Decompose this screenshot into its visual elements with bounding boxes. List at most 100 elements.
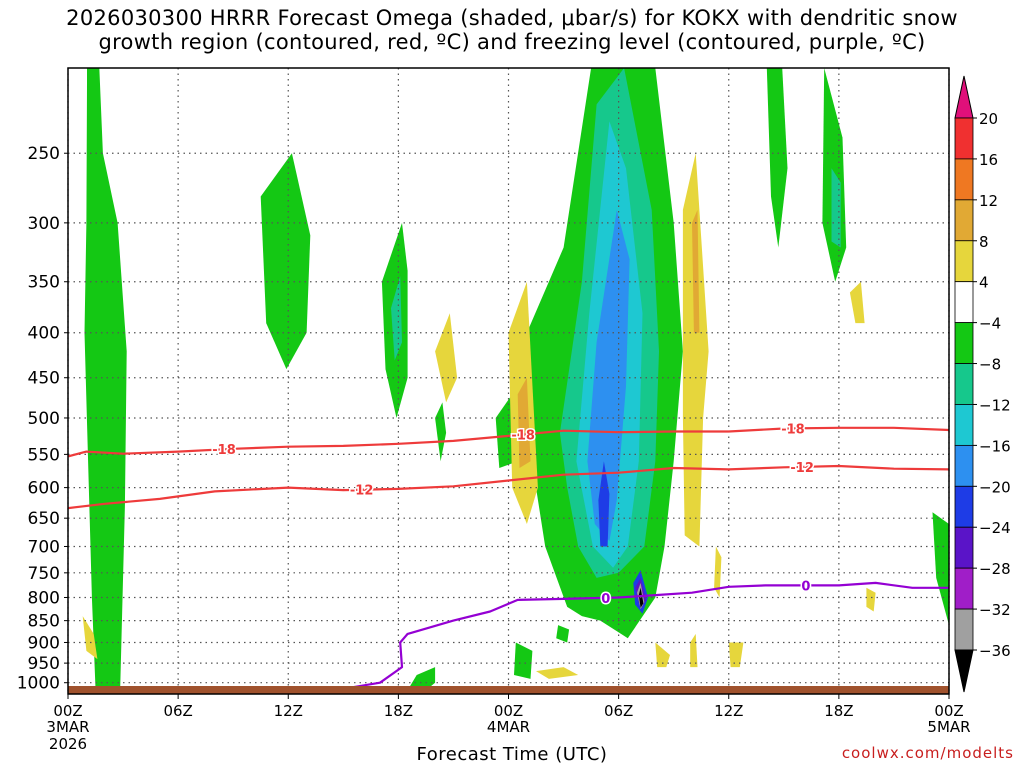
colorbar-band [954,608,974,651]
colorbar-band [954,526,974,569]
colorbar-band [954,322,974,364]
omega-region [714,546,722,598]
y-tick-label: 400 [28,324,60,344]
y-tick-label: 850 [28,612,60,632]
colorbar-label: −12 [979,396,1011,414]
y-tick-label: 950 [28,654,60,674]
y-tick-label: 1000 [17,674,60,694]
x-tick-year: 2026 [49,735,87,753]
contour-label: 0 [801,579,810,594]
omega-shading-layer [82,68,949,694]
colorbar-label: −36 [979,642,1011,660]
y-tick-label: 700 [28,537,60,557]
y-tick-label: 450 [28,369,60,389]
colorbar-label: −32 [979,601,1011,619]
y-tick-label: 500 [28,409,60,429]
colorbar-band [954,444,974,487]
colorbar-label: −4 [979,315,1001,333]
omega-region [84,68,127,694]
credit-text: coolwx.com/modelts [841,744,1014,762]
contour-line [68,426,949,458]
colorbar-label: 8 [979,233,989,251]
omega-region [587,209,630,541]
omega-region [690,633,698,668]
y-tick-label: 550 [28,445,60,465]
x-axis-label: Forecast Time (UTC) [416,744,608,765]
x-tick-label: 12Z [714,702,743,720]
x-tick-label: 12Z [274,702,303,720]
contour-label: -18 [511,429,535,444]
omega-region [682,153,709,547]
contour-label: 0 [601,592,610,607]
x-tick-label: 18Z [384,702,413,720]
y-tick-label: 900 [28,633,60,653]
colorbar-label: 4 [979,274,989,292]
colorbar-label: 20 [979,110,998,128]
contour-line [305,581,949,693]
colorbar-label: −24 [979,519,1011,537]
omega-region [391,276,402,361]
omega-region [766,68,788,248]
x-tick-label: 00Z [494,702,523,720]
omega-region [556,625,570,643]
grid-layer [67,68,950,694]
colorbar-top-cap [954,75,974,119]
y-tick-label: 650 [28,509,60,529]
chart-title: 2026030300 HRRR Forecast Omega (shaded, … [0,6,1024,54]
colorbar-label: −20 [979,478,1011,496]
colorbar-band [954,199,974,242]
x-tick-label: 00Z [53,702,82,720]
omega-region [260,153,311,370]
chart-title-line1: 2026030300 HRRR Forecast Omega (shaded, … [66,6,958,30]
colorbar-band [954,281,974,324]
contour-layer: -18 -18 -18 -12 -12 0 0 [68,421,949,693]
omega-region [932,512,949,626]
colorbar-band [954,567,974,610]
y-tick-label: 250 [28,144,60,164]
omega-region [435,402,447,462]
x-tick-date: 4MAR [487,718,530,736]
colorbar-label: −16 [979,437,1011,455]
colorbar-band [954,240,974,283]
colorbar-label: −28 [979,560,1011,578]
colorbar-label: 16 [979,151,998,169]
omega-region [866,587,876,612]
chart-title-line2: growth region (contoured, red, ºC) and f… [98,30,926,54]
omega-region [728,642,744,668]
colorbar-bottom-cap [954,649,974,693]
omega-region [82,616,98,660]
y-tick-label: 350 [28,273,60,293]
y-tick-label: 300 [28,214,60,234]
y-tick-label: 800 [28,588,60,608]
omega-region [407,667,436,691]
omega-region [598,461,610,547]
omega-region [536,667,579,679]
colorbar-band [954,363,974,405]
x-tick-label: 18Z [824,702,853,720]
omega-region [517,377,531,468]
omega-region [849,281,865,324]
omega-region [86,68,92,154]
x-tick-date: 3MAR [46,718,89,736]
ground-strip [68,686,949,694]
omega-region [514,642,533,679]
colorbar-band [954,404,974,446]
colorbar-label: −8 [979,356,1001,374]
x-tick-label: 06Z [604,702,633,720]
omega-region [655,642,670,668]
colorbar: 20 16 12 8 4 −4 −8 −12 −16 −20 −24 −28 −32 −36 [954,75,1011,693]
x-tick-date: 5MAR [927,718,970,736]
x-tick-label: 06Z [163,702,192,720]
omega-region [692,209,700,333]
colorbar-band [954,158,974,201]
contour-label: -12 [790,461,814,476]
contour-label: -18 [212,443,236,458]
omega-region [435,313,458,403]
x-tick-label: 00Z [934,702,963,720]
colorbar-band [954,485,974,528]
axes-layer: 2503003504004505005506006507007508008509… [17,67,971,753]
colorbar-label: 12 [979,192,998,210]
contour-label: -12 [350,484,374,499]
ground-layer [68,686,949,694]
